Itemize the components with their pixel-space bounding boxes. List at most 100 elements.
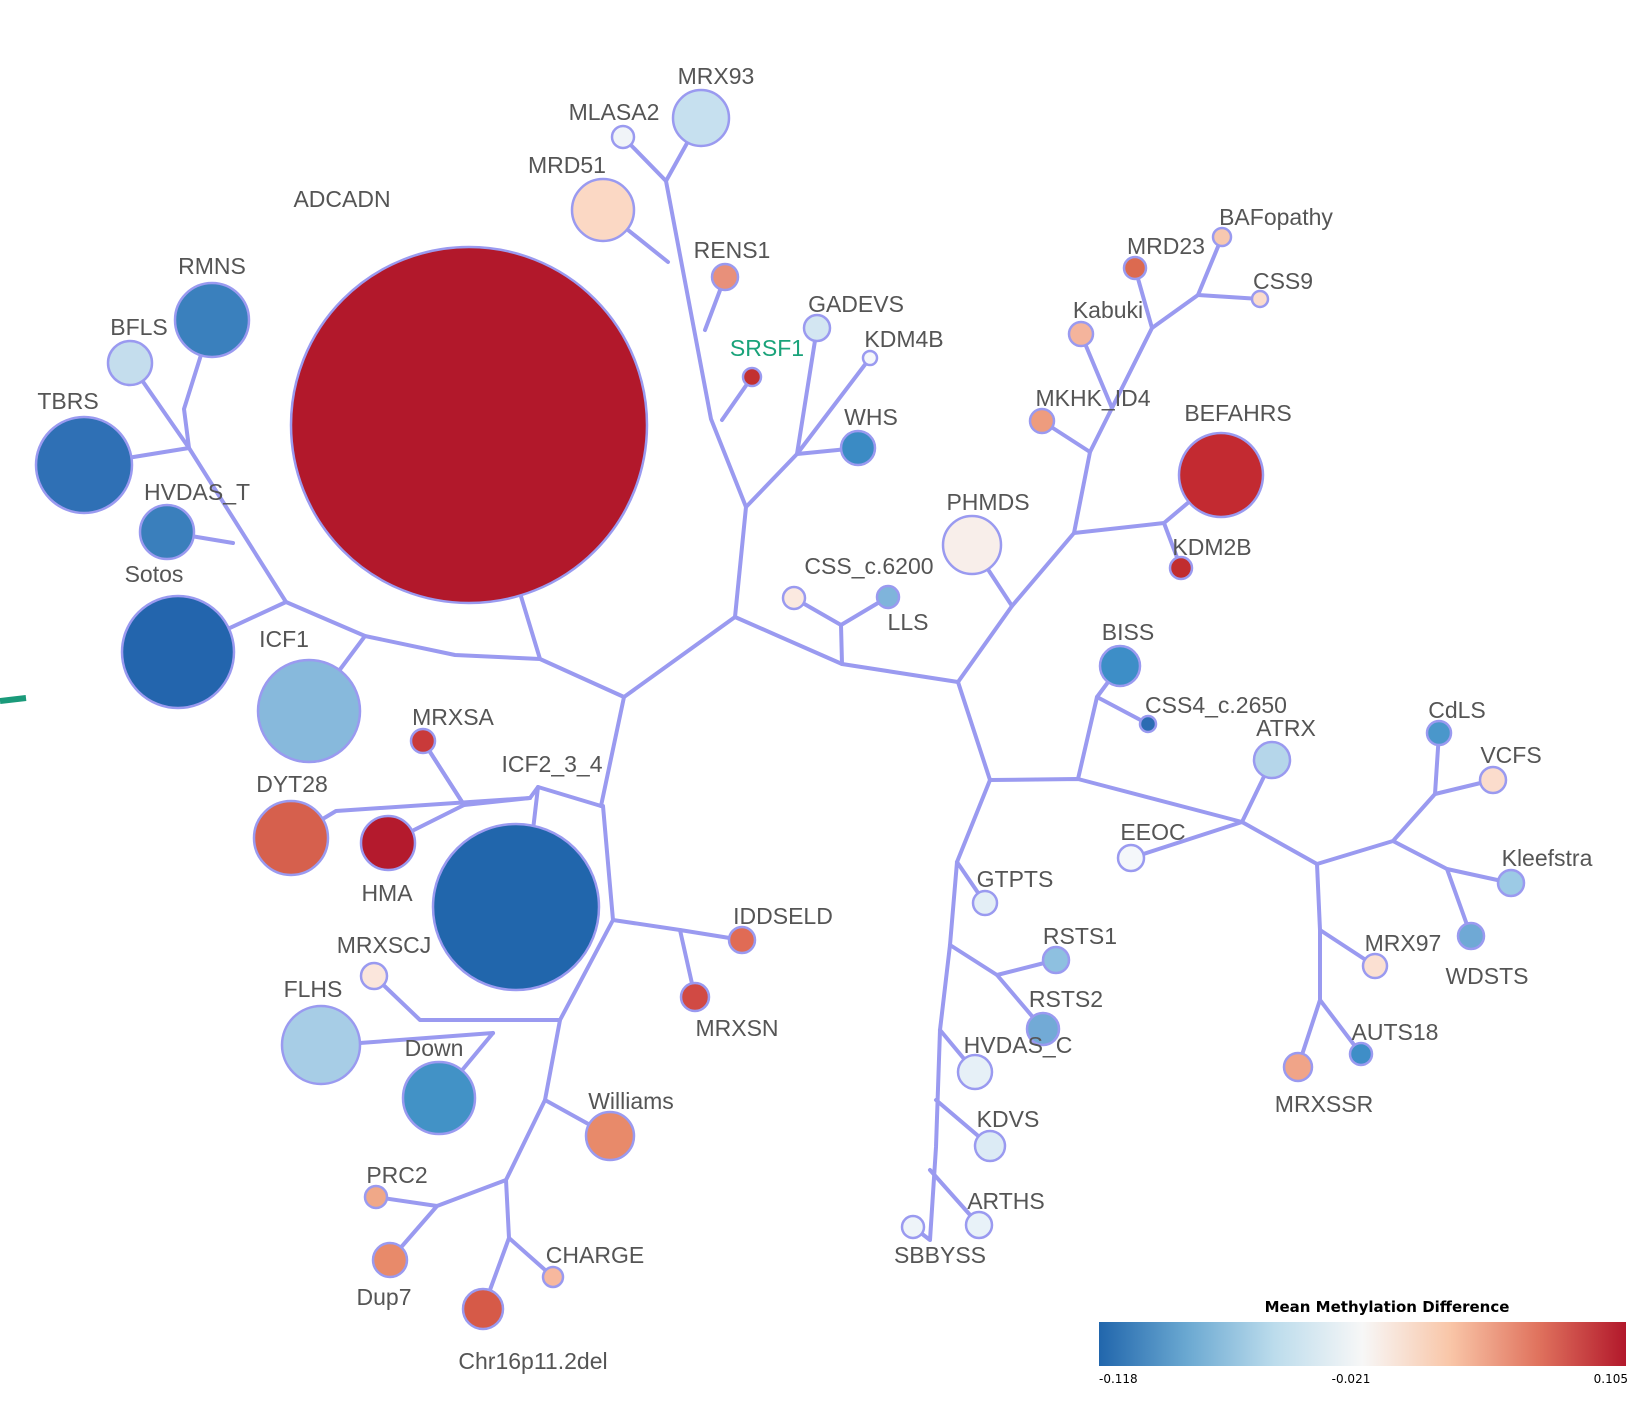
node-kdm4b[interactable] xyxy=(861,349,879,367)
node-label-mkhk-id4: MKHK_ID4 xyxy=(1035,385,1150,411)
node-iddseld[interactable] xyxy=(727,925,757,955)
node-rmns[interactable] xyxy=(173,281,251,359)
node-mrx97[interactable] xyxy=(1361,952,1389,980)
node-dup7[interactable] xyxy=(371,1241,409,1279)
node-kdvs[interactable] xyxy=(973,1129,1007,1163)
node-label-auts18: AUTS18 xyxy=(1352,1019,1439,1045)
node-williams[interactable] xyxy=(584,1110,636,1162)
legend-max-label: 0.105 xyxy=(1594,1372,1628,1386)
node-hvdas-c[interactable] xyxy=(956,1053,994,1091)
node-mrd51[interactable] xyxy=(570,177,636,243)
node-label-sotos: Sotos xyxy=(125,561,184,587)
node-whs[interactable] xyxy=(839,429,877,467)
tree-labels: ADCADN RMNS BFLS TBRS HVDAS_T Sotos ICF1 MRXSA D… xyxy=(37,63,1592,1374)
node-css-c-6200[interactable] xyxy=(781,585,807,611)
node-label-befahrs: BEFAHRS xyxy=(1184,400,1291,426)
node-vcfs[interactable] xyxy=(1478,765,1508,795)
node-auts18[interactable] xyxy=(1348,1041,1374,1067)
node-bfls[interactable] xyxy=(106,339,154,387)
node-label-whs: WHS xyxy=(844,404,898,430)
node-icf1[interactable] xyxy=(256,658,362,764)
node-label-cdls: CdLS xyxy=(1428,697,1486,723)
node-bafopathy[interactable] xyxy=(1211,226,1233,248)
node-label-rsts2: RSTS2 xyxy=(1029,986,1103,1012)
node-css4-c-2650[interactable] xyxy=(1138,714,1158,734)
node-hma[interactable] xyxy=(359,814,417,872)
color-legend: Mean Methylation Difference -0.118 -0.02… xyxy=(1099,1298,1628,1386)
node-label-phmds: PHMDS xyxy=(946,489,1029,515)
node-css9[interactable] xyxy=(1250,289,1270,309)
tree-edge xyxy=(911,778,992,1242)
node-label-adcadn: ADCADN xyxy=(293,186,390,212)
node-mrxssr[interactable] xyxy=(1282,1051,1314,1083)
node-gtpts[interactable] xyxy=(971,889,999,917)
node-arths[interactable] xyxy=(964,1210,994,1240)
node-sotos[interactable] xyxy=(120,594,236,710)
node-label-mrd23: MRD23 xyxy=(1127,233,1205,259)
node-label-css9: CSS9 xyxy=(1253,268,1313,294)
node-rsts2[interactable] xyxy=(1025,1011,1061,1047)
node-kleefstra[interactable] xyxy=(1496,868,1526,898)
node-mkhk-id4[interactable] xyxy=(1028,407,1056,435)
node-kabuki[interactable] xyxy=(1067,320,1095,348)
node-gadevs[interactable] xyxy=(802,313,832,343)
legend-title: Mean Methylation Difference xyxy=(1265,1298,1510,1316)
tree-edge xyxy=(956,680,1441,866)
node-mrd23[interactable] xyxy=(1122,255,1148,281)
node-phmds[interactable] xyxy=(941,514,1003,576)
node-charge[interactable] xyxy=(541,1265,565,1289)
node-label-rens1: RENS1 xyxy=(694,237,771,263)
node-label-icf1: ICF1 xyxy=(259,626,309,652)
tree-edge xyxy=(1129,820,1244,860)
node-eeoc[interactable] xyxy=(1116,843,1146,873)
node-atrx[interactable] xyxy=(1252,740,1292,780)
tree-edge xyxy=(1095,695,1150,726)
tree-edge xyxy=(795,356,872,456)
node-label-css4-c-2650: CSS4_c.2650 xyxy=(1145,692,1287,718)
node-sbbyss[interactable] xyxy=(900,1214,926,1240)
node-mrxscj[interactable] xyxy=(359,961,389,991)
node-mrx93[interactable] xyxy=(671,88,731,148)
node-wdsts[interactable] xyxy=(1456,921,1486,951)
node-mrxsa[interactable] xyxy=(409,727,437,755)
node-srsf1[interactable] xyxy=(741,366,763,388)
tree-edge xyxy=(1079,332,1114,410)
node-adcadn[interactable] xyxy=(289,245,649,605)
node-rens1[interactable] xyxy=(710,262,740,292)
node-dyt28[interactable] xyxy=(252,799,330,877)
node-label-kabuki: Kabuki xyxy=(1073,297,1143,323)
legend-mid-label: -0.021 xyxy=(1332,1372,1371,1386)
node-befahrs[interactable] xyxy=(1177,431,1265,519)
tree-edge xyxy=(1391,839,1513,885)
node-hvdas-t[interactable] xyxy=(138,503,196,561)
node-biss[interactable] xyxy=(1098,644,1142,688)
node-mlasa2[interactable] xyxy=(610,124,636,150)
node-cdls[interactable] xyxy=(1425,719,1453,747)
node-label-dup7: Dup7 xyxy=(357,1284,412,1310)
node-label-mrx93: MRX93 xyxy=(678,63,755,89)
node-lls[interactable] xyxy=(875,584,901,610)
left-edge-arrow-fragment xyxy=(0,695,27,704)
node-flhs[interactable] xyxy=(280,1004,362,1086)
node-label-gadevs: GADEVS xyxy=(808,291,904,317)
node-label-mrxsa: MRXSA xyxy=(412,704,494,730)
node-rsts1[interactable] xyxy=(1041,945,1071,975)
legend-min-label: -0.118 xyxy=(1099,1372,1138,1386)
node-label-kleefstra: Kleefstra xyxy=(1502,845,1593,871)
node-label-css-c-6200: CSS_c.6200 xyxy=(804,553,933,579)
node-tbrs[interactable] xyxy=(34,415,134,515)
node-kdm2b[interactable] xyxy=(1168,555,1194,581)
node-label-biss: BISS xyxy=(1102,619,1154,645)
node-down[interactable] xyxy=(401,1060,477,1136)
node-label-bafopathy: BAFopathy xyxy=(1219,204,1333,230)
node-label-mrd51: MRD51 xyxy=(528,152,606,178)
node-label-icf2-3-4: ICF2_3_4 xyxy=(501,751,602,777)
node-label-mrxssr: MRXSSR xyxy=(1275,1091,1373,1117)
node-prc2[interactable] xyxy=(363,1184,389,1210)
node-chr16p11-2del[interactable] xyxy=(461,1287,505,1331)
node-mrxsn[interactable] xyxy=(679,981,711,1013)
node-label-gtpts: GTPTS xyxy=(977,866,1054,892)
node-icf2-3-4[interactable] xyxy=(431,822,601,992)
node-label-tbrs: TBRS xyxy=(37,388,98,414)
